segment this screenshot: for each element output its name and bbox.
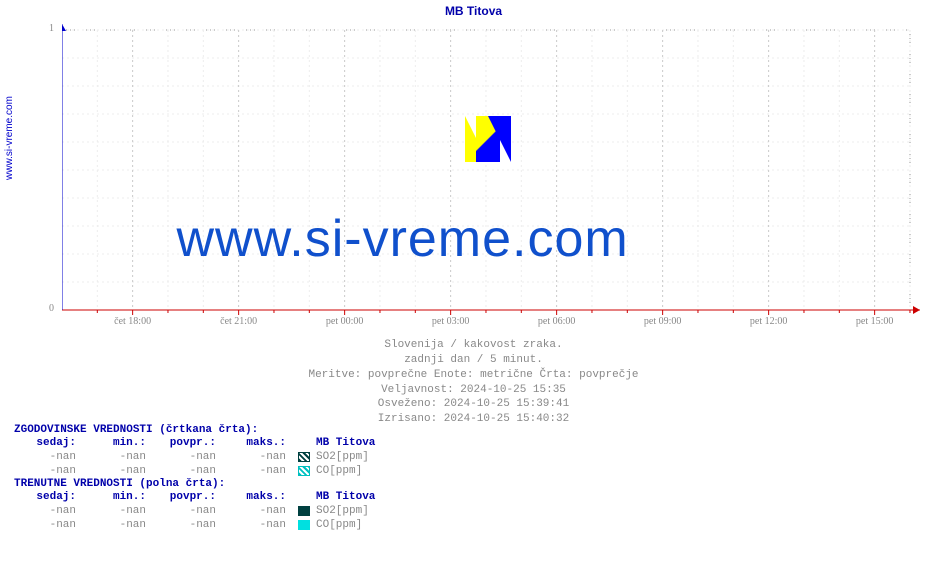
col-header: sedaj: <box>14 437 84 449</box>
meta-line: Slovenija / kakovost zraka. <box>0 338 947 353</box>
cell-value: -nan <box>84 505 154 517</box>
x-tick-label: pet 15:00 <box>845 316 905 327</box>
current-title: TRENUTNE VREDNOSTI (polna črta): <box>14 478 375 490</box>
cell-value: -nan <box>14 505 84 517</box>
x-tick-label: čet 21:00 <box>209 316 269 327</box>
watermark-text: www.si-vreme.com <box>176 209 628 269</box>
series-label: SO2[ppm] <box>316 451 369 463</box>
series-swatch <box>298 452 310 462</box>
x-tick-label: pet 00:00 <box>315 316 375 327</box>
col-header: povpr.: <box>154 491 224 503</box>
col-header: sedaj: <box>14 491 84 503</box>
x-tick-label: pet 09:00 <box>633 316 693 327</box>
y-tick-label: 1 <box>49 23 54 34</box>
col-header: min.: <box>84 437 154 449</box>
site-vertical-label: www.si-vreme.com <box>4 96 15 180</box>
data-tables: ZGODOVINSKE VREDNOSTI (črtkana črta):sed… <box>14 424 375 532</box>
y-tick-label: 0 <box>49 303 54 314</box>
table-row: -nan-nan-nan-nanSO2[ppm] <box>14 504 375 518</box>
col-header: min.: <box>84 491 154 503</box>
current-header-row: sedaj:min.:povpr.:maks.: MB Titova <box>14 490 375 504</box>
cell-value: -nan <box>224 519 294 531</box>
cell-value: -nan <box>154 505 224 517</box>
meta-info: Slovenija / kakovost zraka.zadnji dan / … <box>0 338 947 427</box>
watermark-logo <box>465 116 511 162</box>
table-row: -nan-nan-nan-nanSO2[ppm] <box>14 450 375 464</box>
series-swatch <box>298 466 310 476</box>
station-name: MB Titova <box>316 437 375 449</box>
meta-line: zadnji dan / 5 minut. <box>0 353 947 368</box>
x-tick-label: pet 03:00 <box>421 316 481 327</box>
series-swatch <box>298 506 310 516</box>
historic-header-row: sedaj:min.:povpr.:maks.: MB Titova <box>14 436 375 450</box>
cell-value: -nan <box>154 519 224 531</box>
series-label: SO2[ppm] <box>316 505 369 517</box>
col-header: povpr.: <box>154 437 224 449</box>
table-row: -nan-nan-nan-nanCO[ppm] <box>14 464 375 478</box>
cell-value: -nan <box>84 465 154 477</box>
chart-svg <box>62 22 928 338</box>
x-tick-label: pet 06:00 <box>527 316 587 327</box>
x-tick-label: pet 12:00 <box>739 316 799 327</box>
chart-area: www.si-vreme.com čet 18:00čet 21:00pet 0… <box>62 22 928 320</box>
cell-value: -nan <box>224 465 294 477</box>
cell-value: -nan <box>14 451 84 463</box>
meta-line: Meritve: povprečne Enote: metrične Črta:… <box>0 368 947 383</box>
station-name: MB Titova <box>316 491 375 503</box>
cell-value: -nan <box>84 519 154 531</box>
x-tick-label: čet 18:00 <box>103 316 163 327</box>
historic-title: ZGODOVINSKE VREDNOSTI (črtkana črta): <box>14 424 375 436</box>
cell-value: -nan <box>154 465 224 477</box>
col-header: maks.: <box>224 491 294 503</box>
chart-title: MB Titova <box>0 4 947 18</box>
cell-value: -nan <box>84 451 154 463</box>
series-label: CO[ppm] <box>316 519 362 531</box>
series-swatch <box>298 520 310 530</box>
cell-value: -nan <box>14 465 84 477</box>
series-label: CO[ppm] <box>316 465 362 477</box>
meta-line: Veljavnost: 2024-10-25 15:35 <box>0 383 947 398</box>
meta-line: Osveženo: 2024-10-25 15:39:41 <box>0 397 947 412</box>
cell-value: -nan <box>154 451 224 463</box>
cell-value: -nan <box>224 505 294 517</box>
col-header: maks.: <box>224 437 294 449</box>
cell-value: -nan <box>14 519 84 531</box>
table-row: -nan-nan-nan-nanCO[ppm] <box>14 518 375 532</box>
cell-value: -nan <box>224 451 294 463</box>
